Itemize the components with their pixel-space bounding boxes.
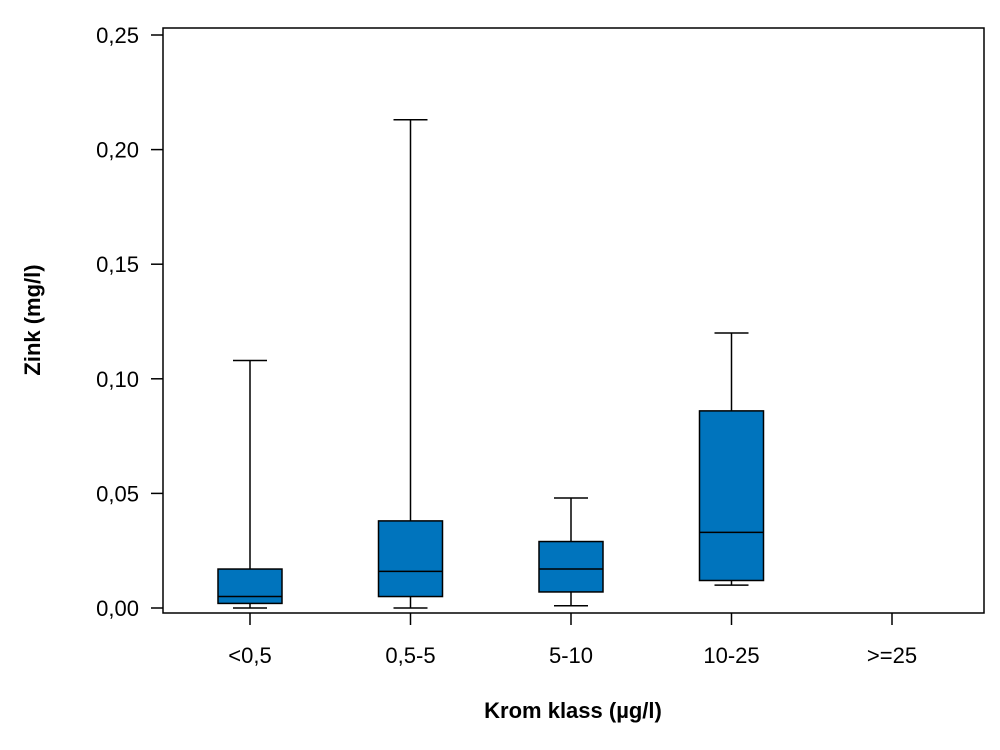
box-iqr (217, 568, 283, 605)
y-tick-label: 0,00 (96, 596, 139, 621)
y-tick-label: 0,20 (96, 138, 139, 163)
box-iqr (538, 540, 604, 593)
boxplot-2 (538, 497, 604, 607)
boxplot-3 (698, 332, 765, 586)
boxplot-1 (377, 119, 444, 609)
y-tick-label: 0,10 (96, 367, 139, 392)
x-axis: <0,5 0,5-5 5-10 10-25 >=25 (228, 613, 917, 668)
boxplot-0 (217, 359, 283, 609)
x-tick-label: >=25 (867, 643, 917, 668)
y-tick-label: 0,25 (96, 23, 139, 48)
y-axis-title: Zink (mg/l) (20, 264, 45, 375)
box-iqr (377, 520, 444, 598)
x-axis-title: Krom klass (µg/l) (484, 698, 662, 723)
boxplots (217, 119, 765, 609)
y-tick-label: 0,05 (96, 481, 139, 506)
y-tick-label: 0,15 (96, 252, 139, 277)
y-axis: 0,00 0,05 0,10 0,15 0,20 0,25 (96, 23, 163, 621)
x-tick-label: 0,5-5 (385, 643, 435, 668)
x-tick-label: <0,5 (228, 643, 271, 668)
x-tick-label: 5-10 (549, 643, 593, 668)
plot-frame (162, 27, 985, 614)
x-tick-label: 10-25 (703, 643, 759, 668)
box-iqr (698, 410, 765, 582)
